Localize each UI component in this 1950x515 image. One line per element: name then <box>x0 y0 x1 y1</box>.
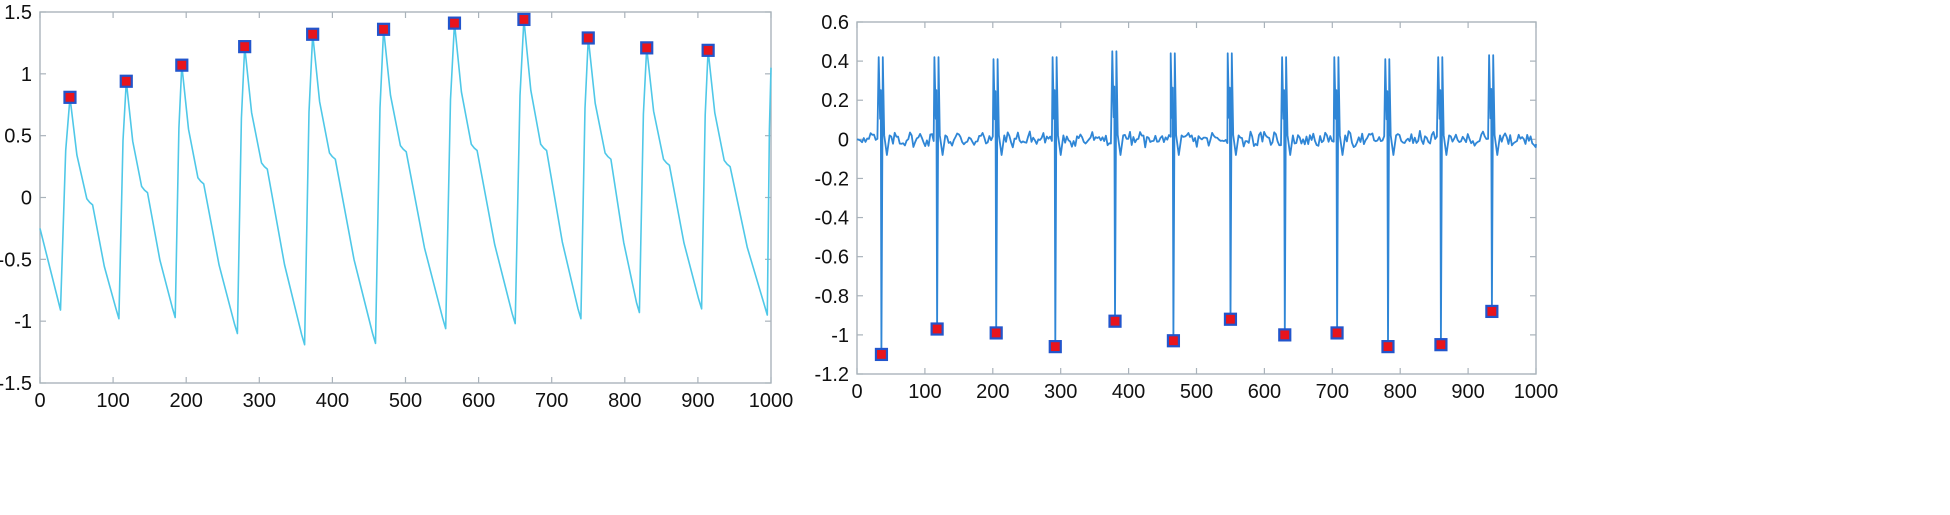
left-x-tick-label: 900 <box>681 390 714 412</box>
right-marker-point <box>989 326 1003 340</box>
left-x-tick-label: 100 <box>96 390 129 412</box>
left-y-tick-label: 0.5 <box>4 126 32 148</box>
right-y-tick-label: -1.2 <box>815 364 849 386</box>
left-marker-point <box>306 27 320 41</box>
left-y-tick-label: 1 <box>21 64 32 86</box>
left-x-tick-label: 200 <box>170 390 203 412</box>
right-y-tick-label: 0.4 <box>821 51 849 73</box>
left-y-tick-label: -0.5 <box>0 249 32 271</box>
left-x-tick-label: 700 <box>535 390 568 412</box>
left-marker-point <box>63 90 77 104</box>
right-y-tick-label: 0.2 <box>821 90 849 112</box>
left-marker-point <box>119 74 133 88</box>
right-x-tick-label: 100 <box>908 381 941 403</box>
right-plot-frame <box>856 21 1537 375</box>
right-marker-point <box>1108 314 1122 328</box>
right-marker-point <box>1223 312 1238 326</box>
left-x-tick-label: 300 <box>243 390 276 412</box>
left-marker-point <box>238 40 252 54</box>
left-y-tick-label: -1.5 <box>0 373 32 395</box>
right-x-tick-label: 400 <box>1112 381 1145 403</box>
right-marker-point <box>1278 328 1292 342</box>
right-x-tick-label: 500 <box>1180 381 1213 403</box>
left-x-tick-label: 600 <box>462 390 495 412</box>
left-marker-point <box>581 31 595 45</box>
left-x-tick-label: 0 <box>34 390 45 412</box>
right-marker-point <box>1166 334 1181 348</box>
right-x-tick-label: 600 <box>1248 381 1281 403</box>
right-x-tick-label: 0 <box>851 381 862 403</box>
left-plot-frame <box>39 11 772 384</box>
right-y-tick-label: -0.6 <box>815 247 849 269</box>
right-y-tick-label: 0 <box>838 129 849 151</box>
right-x-tick-label: 300 <box>1044 381 1077 403</box>
right-marker-point <box>1330 326 1344 340</box>
left-x-tick-label: 400 <box>316 390 349 412</box>
right-marker-point <box>1434 338 1448 352</box>
right-y-tick-label: -0.4 <box>815 208 849 230</box>
left-x-tick-label: 800 <box>608 390 641 412</box>
left-marker-point <box>175 58 189 72</box>
right-chart: 0 100 200 300 400 500 600 700 800 900 1000 0.6 0.4 0.… <box>815 12 1559 403</box>
right-marker-point <box>1381 340 1395 354</box>
left-marker-point <box>447 16 462 30</box>
left-marker-point <box>517 12 531 27</box>
left-y-tick-label: 1.5 <box>4 2 32 24</box>
right-series-line <box>856 50 1537 356</box>
right-y-tick-label: 0.6 <box>821 12 849 34</box>
left-marker-point <box>701 43 715 57</box>
right-y-tick-label: -1 <box>831 325 849 347</box>
right-x-tick-label: 800 <box>1384 381 1417 403</box>
left-x-tick-label: 500 <box>389 390 422 412</box>
left-x-tick-label: 1000 <box>749 390 794 412</box>
left-chart: 0 100 200 300 400 500 600 700 800 900 1000 1.5 1 0.5 0… <box>0 2 793 412</box>
right-marker-point <box>874 347 889 362</box>
right-y-tick-label: -0.8 <box>815 286 849 308</box>
right-x-tick-label: 1000 <box>1514 381 1559 403</box>
right-marker-point <box>1048 340 1062 354</box>
right-x-tick-label: 200 <box>976 381 1009 403</box>
right-marker-point <box>1485 304 1499 319</box>
right-y-tick-label: -0.2 <box>815 168 849 190</box>
right-marker-point <box>930 322 944 336</box>
right-x-tick-label: 900 <box>1451 381 1484 403</box>
left-marker-point <box>376 22 391 36</box>
left-series-line <box>39 18 772 346</box>
left-y-tick-label: -1 <box>14 311 32 333</box>
left-marker-point <box>640 41 654 55</box>
left-y-tick-label: 0 <box>21 188 32 210</box>
right-x-tick-label: 700 <box>1316 381 1349 403</box>
